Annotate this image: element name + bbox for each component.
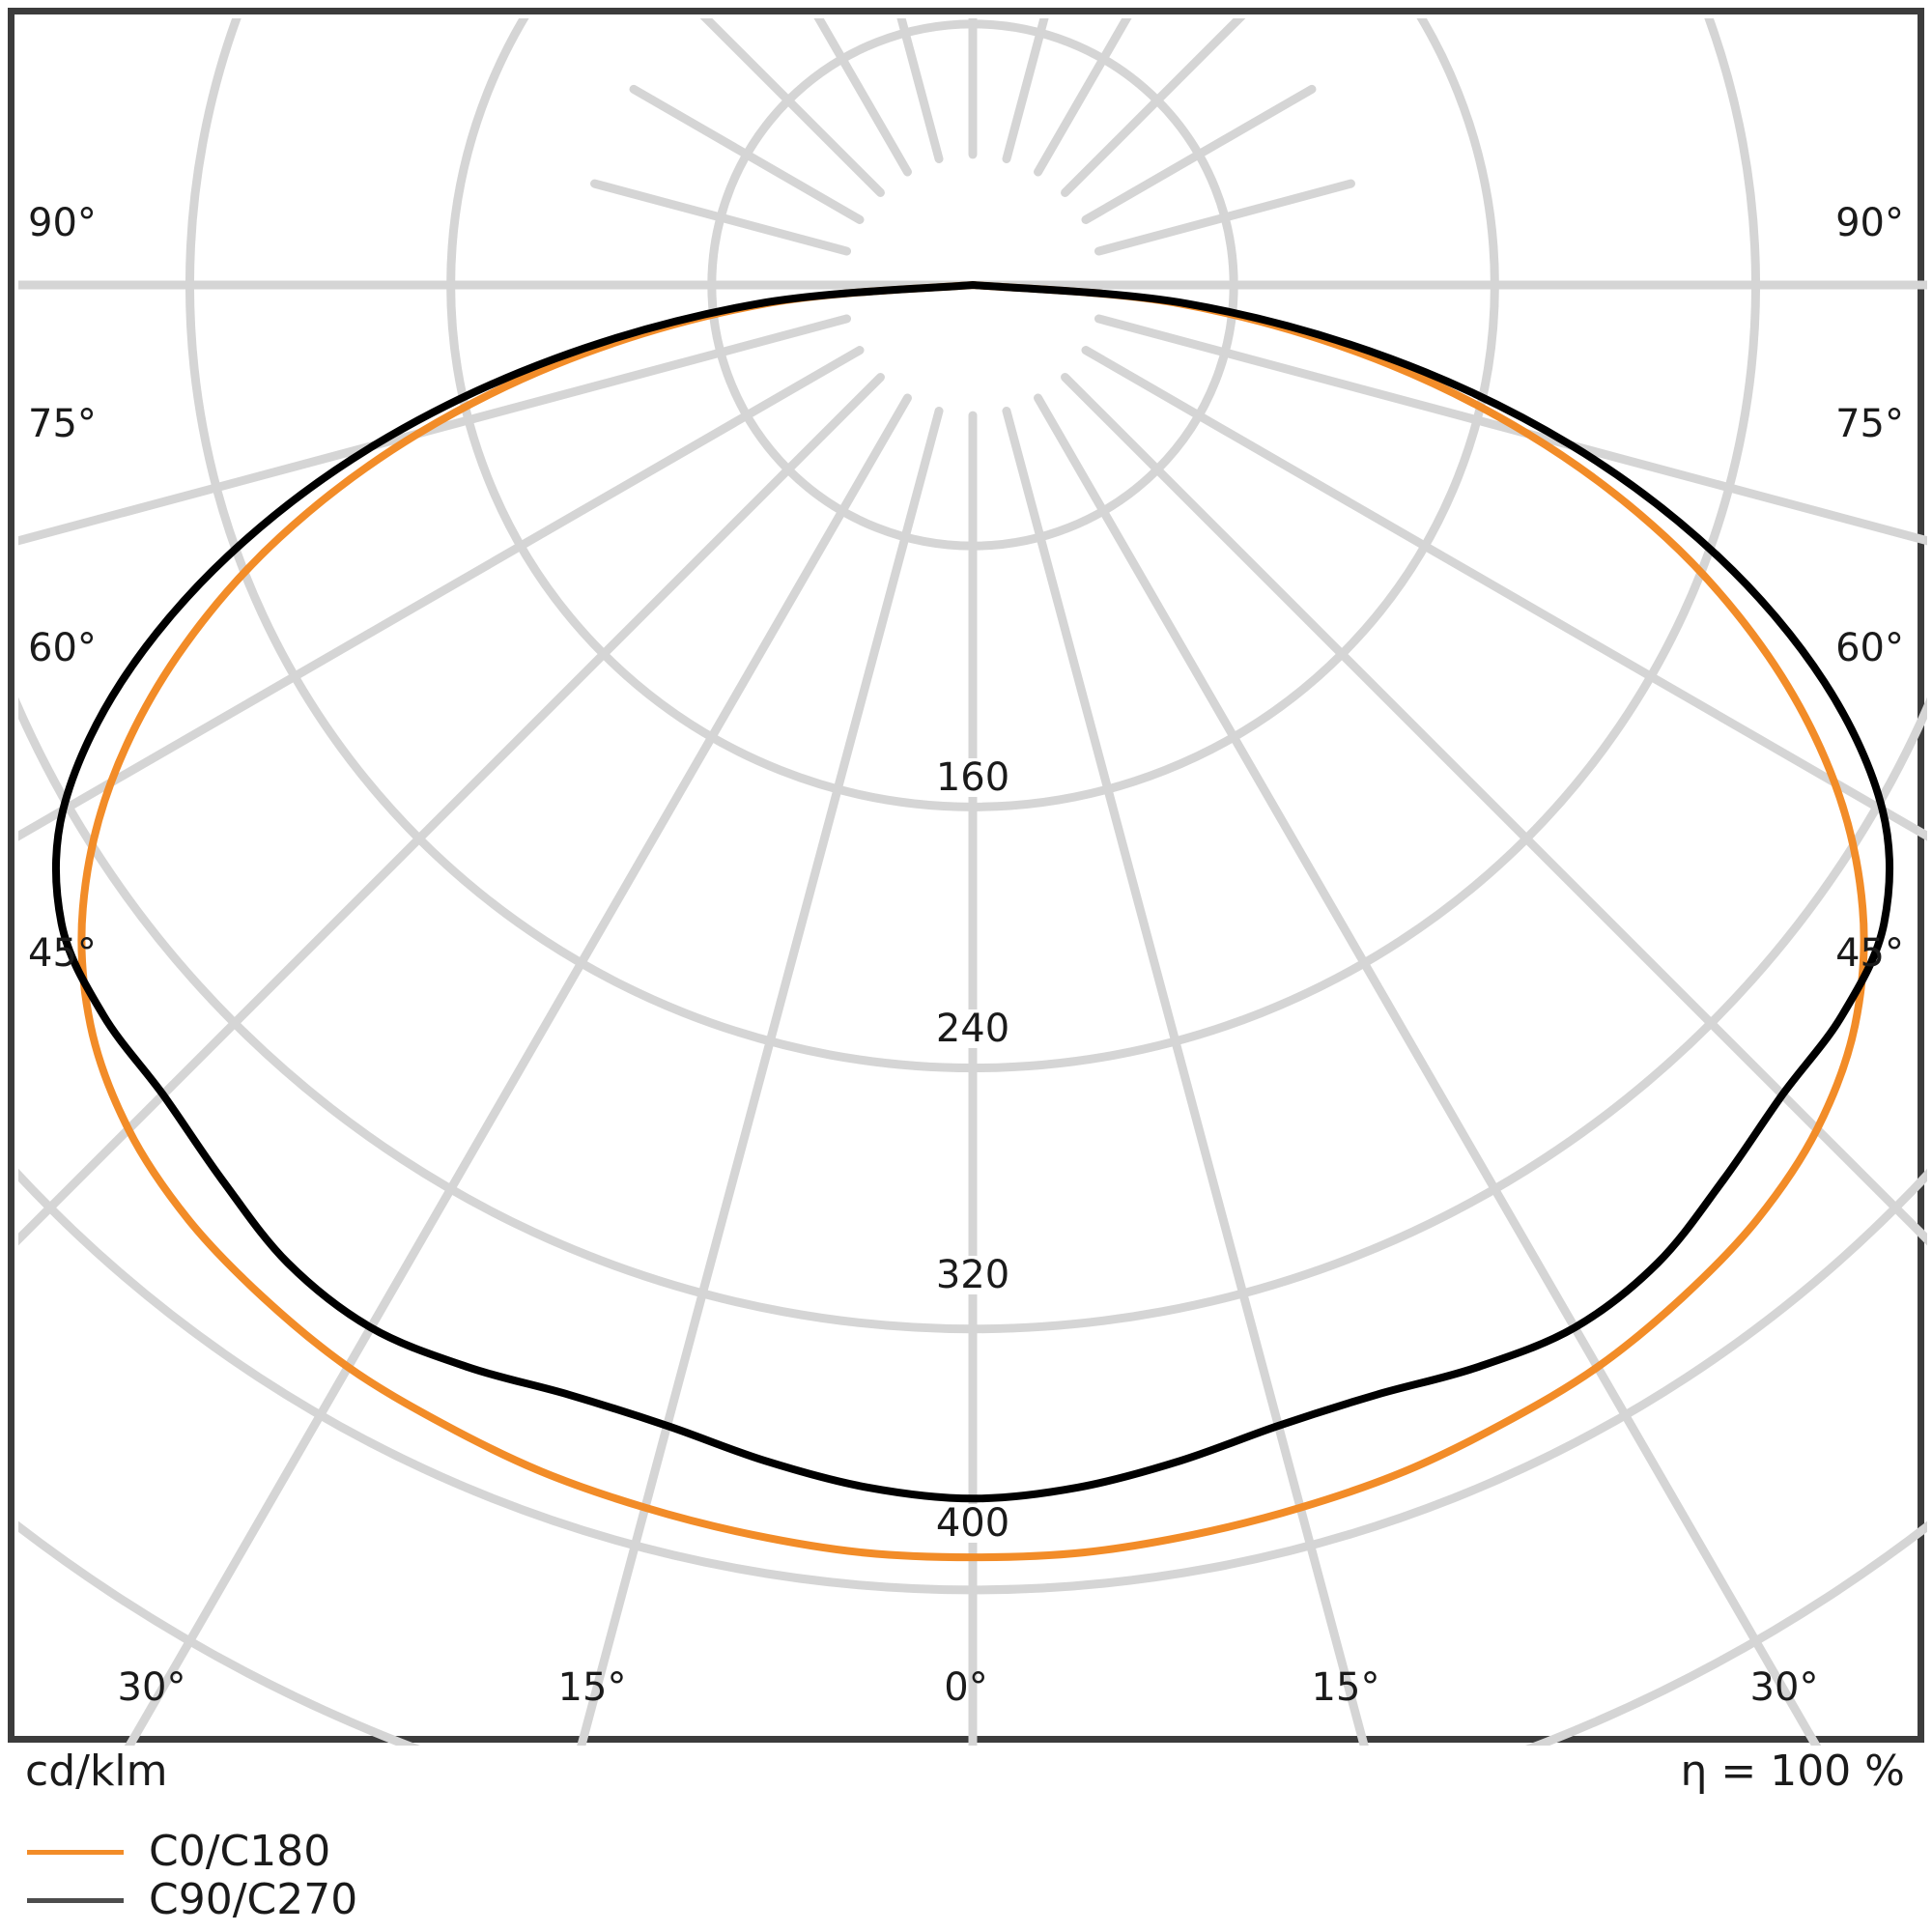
radial-label-320: 320: [930, 1256, 1015, 1294]
angle-label-right-90: 90°: [1835, 201, 1904, 245]
radial-label-240: 240: [930, 1009, 1015, 1048]
polar-plot-frame: 90° 75° 60° 45° 90° 75° 60° 45° 30° 15° …: [8, 8, 1927, 1746]
grid-spoke-upper-165: [1002, 18, 1049, 164]
angle-label-left-45: 45°: [28, 931, 97, 976]
polar-plot-canvas: [18, 18, 1927, 1746]
angle-label-bottom-15-left: 15°: [557, 1665, 627, 1710]
legend-label-c0-c180: C0/C180: [149, 1827, 331, 1876]
legend: C0/C180 C90/C270: [8, 1828, 974, 1924]
grid-spoke-upper-135: [1061, 18, 1246, 197]
legend-swatch-c0-c180: [27, 1849, 124, 1855]
grid-spoke-upper-225: [699, 18, 885, 197]
angle-label-bottom-30-left: 30°: [117, 1665, 186, 1710]
radial-label-160: 160: [930, 758, 1015, 797]
angle-label-left-75: 75°: [28, 402, 97, 446]
curve-c0-c180: [77, 281, 1868, 1562]
grid-spoke--75: [18, 314, 852, 546]
curve-c90-c270: [51, 281, 1894, 1503]
grid-spoke--60: [18, 346, 865, 841]
angle-label-right-45: 45°: [1835, 931, 1904, 976]
figure-footer: cd/klm η = 100 %: [8, 1750, 1924, 1810]
polar-grid: [18, 18, 1927, 1746]
angle-label-left-60: 60°: [28, 626, 97, 670]
grid-spoke-75: [1094, 314, 1927, 546]
grid-spoke-upper-150: [1034, 18, 1132, 177]
grid-spoke-60: [1081, 346, 1927, 841]
angle-label-left-90: 90°: [28, 201, 97, 245]
efficiency-label: η = 100 %: [1680, 1747, 1905, 1796]
angle-label-bottom-30-right: 30°: [1749, 1665, 1819, 1710]
grid-spoke--15: [577, 406, 944, 1746]
grid-spoke-30: [1034, 393, 1822, 1746]
grid-spoke-upper-210: [813, 18, 912, 177]
legend-label-c90-c270: C90/C270: [149, 1875, 358, 1924]
grid-spoke-upper-195: [896, 18, 944, 164]
angle-label-right-60: 60°: [1835, 626, 1904, 670]
legend-item-c90-c270: C90/C270: [8, 1876, 974, 1924]
grid-spoke-upper-105: [1094, 179, 1355, 256]
grid-spoke-upper-120: [1081, 84, 1317, 224]
grid-spoke--45: [18, 373, 885, 1246]
unit-label: cd/klm: [25, 1747, 168, 1796]
grid-spoke-45: [1061, 373, 1927, 1246]
angle-label-right-75: 75°: [1835, 402, 1904, 446]
grid-spoke--30: [124, 393, 912, 1746]
angle-label-bottom-0: 0°: [944, 1665, 988, 1710]
grid-spoke-15: [1002, 406, 1369, 1746]
grid-spoke-upper-240: [629, 84, 865, 224]
grid-spoke-upper-255: [590, 179, 852, 256]
legend-item-c0-c180: C0/C180: [8, 1828, 974, 1876]
legend-swatch-c90-c270: [27, 1897, 124, 1903]
radial-label-400: 400: [930, 1504, 1015, 1543]
angle-label-bottom-15-right: 15°: [1311, 1665, 1380, 1710]
distribution-curves: [51, 281, 1894, 1562]
